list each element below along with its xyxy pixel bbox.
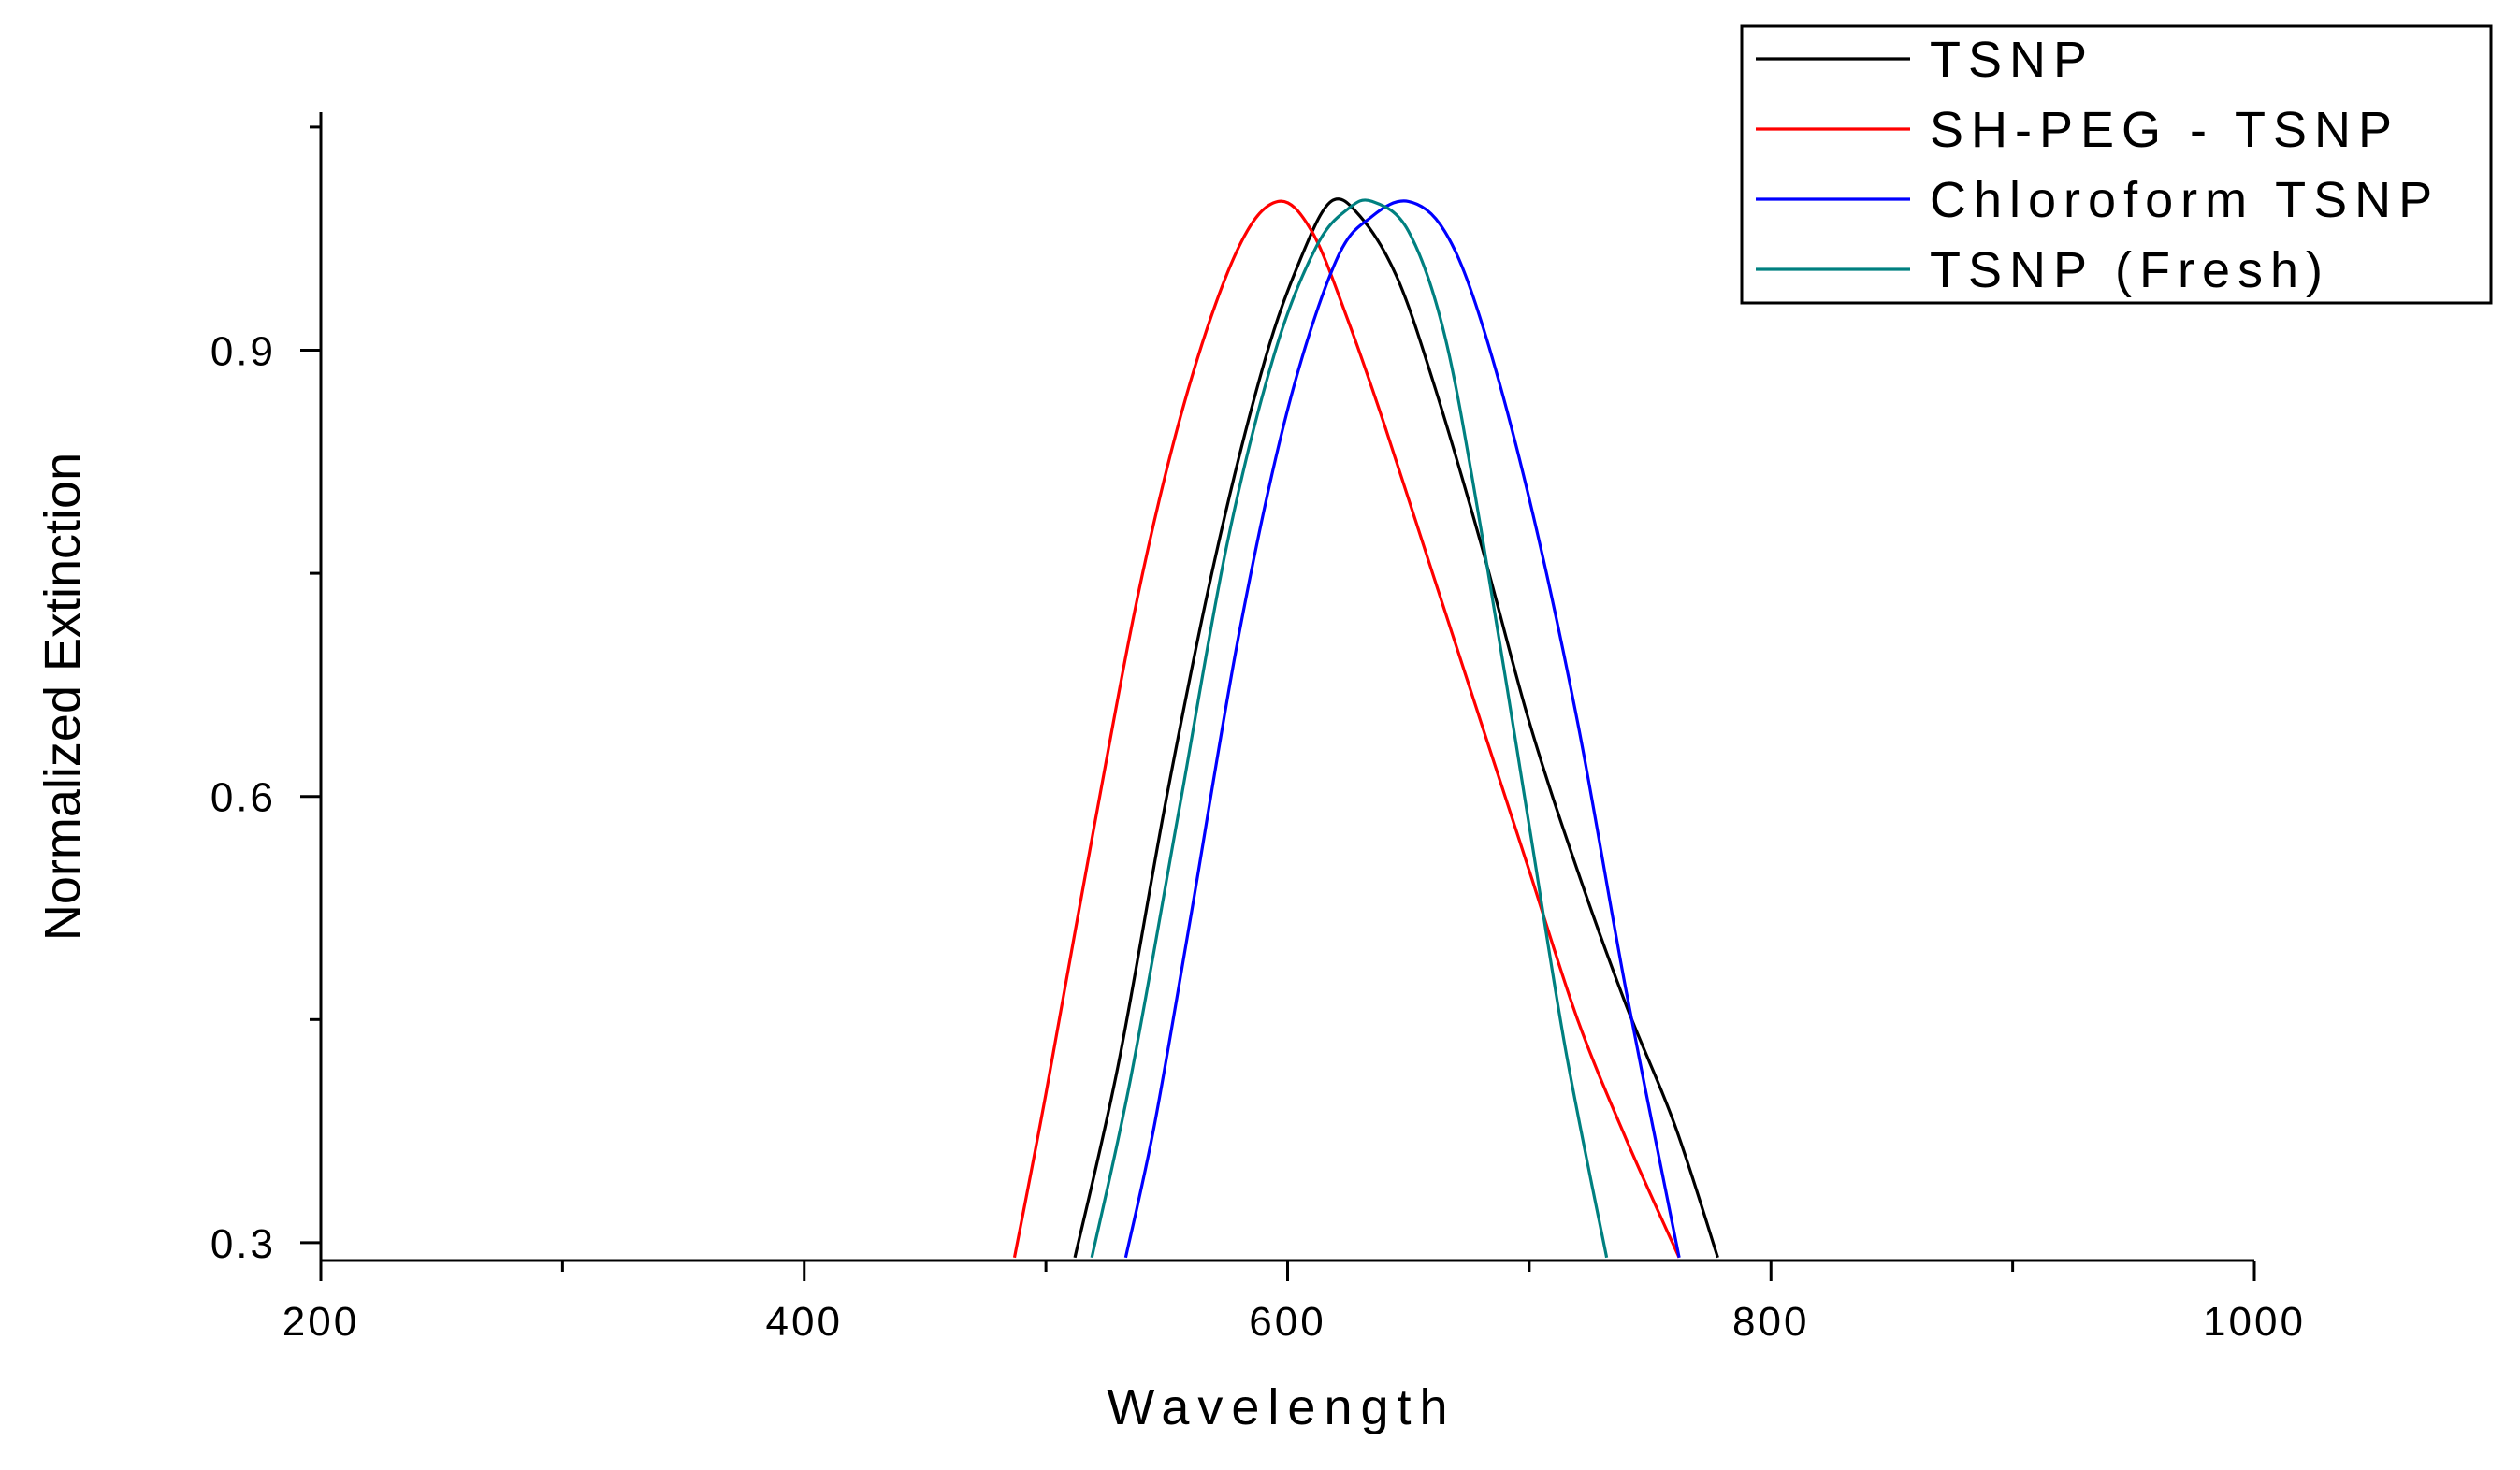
legend-label-4: TSNP (Fresh)	[1930, 242, 2330, 298]
x-tick-label: 400	[766, 1299, 843, 1345]
ticks	[300, 125, 2256, 1281]
y-tick-label: 0.3	[210, 1221, 276, 1267]
legend: TSNP SH-PEG - TSNP Chloroform TSNP TSNP (Fr…	[1740, 24, 2493, 305]
legend-label-2: SH-PEG - TSNP	[1930, 102, 2399, 158]
series-line-3	[1123, 199, 1681, 1259]
x-tick-label: 600	[1249, 1299, 1325, 1345]
y-axis-title: Normalized Extinction	[35, 453, 91, 941]
legend-label-1: TSNP	[1930, 32, 2094, 88]
legend-label-3: Chloroform TSNP	[1930, 172, 2440, 228]
y-tick-label: 0.6	[210, 775, 276, 821]
x-tick-label: 200	[282, 1299, 359, 1345]
plot-area	[1012, 197, 1719, 1259]
x-tick-label: 800	[1732, 1299, 1809, 1345]
x-tick-label: 1000	[2203, 1299, 2306, 1345]
series-line-4	[1090, 198, 1609, 1259]
tick-labels: 200 400 600 800 1000 0.3 0.6 0.9	[210, 329, 2306, 1345]
y-tick-label: 0.9	[210, 329, 276, 375]
x-axis-title: Wavelength	[1107, 1379, 1456, 1435]
legend-box	[1740, 24, 2493, 305]
series-line-1	[1073, 197, 1719, 1259]
